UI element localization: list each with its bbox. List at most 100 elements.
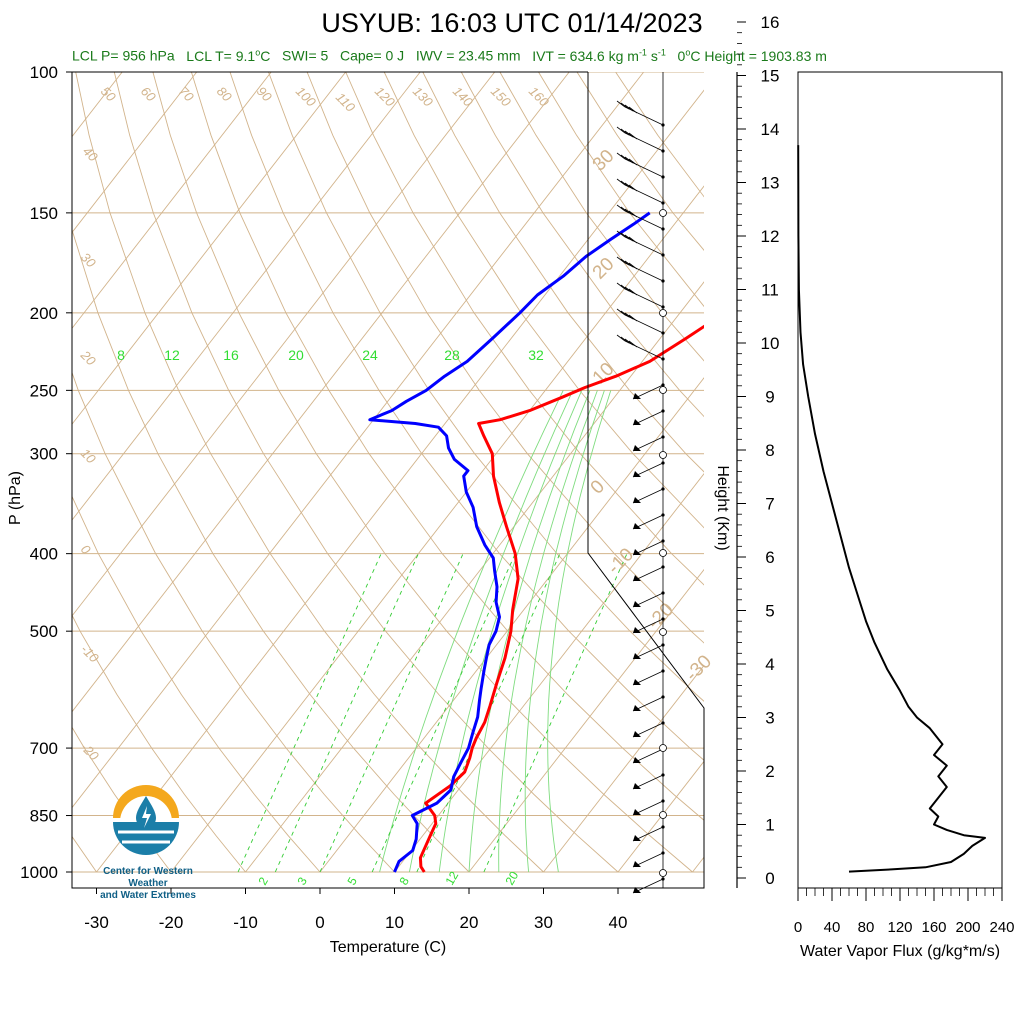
wind-barb-feather (624, 260, 634, 268)
lcl-temperature: LCL T= 9.1oC (186, 47, 271, 64)
wind-barb-feather (628, 106, 638, 114)
moist-adiabat (524, 390, 605, 873)
wind-dot (661, 305, 665, 309)
height-tick-label: 4 (765, 655, 774, 674)
flux-tick-label: 120 (887, 919, 912, 936)
isotherm-line (245, 281, 704, 873)
y-tick-label: 400 (30, 545, 58, 564)
y-tick-label: 850 (30, 807, 58, 826)
x-tick-label: -30 (84, 913, 109, 932)
height-tick-label: 6 (765, 548, 774, 567)
wind-barb-pennant (633, 575, 641, 581)
wind-calm-circle (659, 549, 667, 557)
wind-barb-pennant (633, 679, 641, 685)
isotherm-line (319, 377, 704, 873)
height-tick-label: 1 (765, 816, 774, 835)
flux-axis-label: Water Vapor Flux (g/kg*m/s) (800, 943, 1000, 960)
wind-dot (661, 149, 665, 153)
dry-adiabat (538, 72, 704, 308)
cw3e-logo (113, 785, 179, 855)
dry-adiabat-label: 120 (372, 84, 398, 110)
wind-barb-pennant (633, 523, 641, 529)
wind-barb-feather (624, 234, 634, 242)
wind-barb-pennant (633, 549, 641, 555)
temperature-profile (418, 324, 704, 873)
mixing-ratio-label: 2 (255, 874, 271, 887)
y-tick-label: 1000 (20, 863, 58, 882)
wind-barb-feather (624, 208, 634, 216)
ivt-value: IVT = 634.6 kg m-1 s-1 (532, 47, 666, 64)
wind-barb-feather (624, 286, 634, 294)
wind-dot (661, 877, 665, 881)
mixing-ratio-label: 20 (288, 347, 304, 363)
height-tick-label: 2 (765, 762, 774, 781)
dry-adiabat (75, 72, 544, 873)
wind-dot (661, 565, 665, 569)
wind-barb-feather (624, 338, 634, 346)
mixing-ratio-label: 3 (294, 874, 310, 887)
wind-barb-pennant (633, 393, 641, 399)
wind-barb-pennant (633, 419, 641, 425)
wind-barb-feather (620, 180, 630, 188)
dry-adiabat (72, 228, 470, 873)
mixing-ratio-label: 24 (362, 347, 378, 363)
wind-dot (661, 175, 665, 179)
wind-barb-feather (620, 206, 630, 214)
wind-calm-circle (659, 386, 667, 394)
isotherm-line (692, 856, 704, 873)
flux-tick-label: 40 (824, 919, 841, 936)
wind-barb-feather (616, 282, 626, 290)
wind-dot (661, 409, 665, 413)
dry-adiabat (72, 371, 395, 873)
dry-adiabat-label: 40 (80, 144, 101, 165)
height-tick-label: 7 (765, 495, 774, 514)
wind-calm-circle (659, 309, 667, 317)
dry-adiabat (229, 72, 704, 761)
dry-adiabat-label: 150 (488, 84, 514, 110)
mixing-ratio-label: 8 (117, 347, 125, 363)
wind-barb-pennant (633, 601, 641, 607)
dry-adiabat (422, 72, 704, 473)
mixing-ratio-label: 12 (442, 869, 461, 888)
wind-barb-feather (620, 232, 630, 240)
flux-tick-label: 160 (921, 919, 946, 936)
wind-barb-pennant (633, 705, 641, 711)
wind-barb-pennant (633, 445, 641, 451)
wind-barb-feather (628, 158, 638, 166)
wind-barb-pennant (633, 653, 641, 659)
wind-barb-pennant (633, 471, 641, 477)
height-tick-label: 12 (761, 227, 780, 246)
mixing-ratio-line (371, 553, 516, 873)
skewt-background (72, 72, 704, 873)
dry-adiabat-label: 30 (78, 250, 99, 271)
wind-barb-feather (624, 182, 634, 190)
wind-barb-feather (620, 128, 630, 136)
water-vapor-flux-profile (797, 145, 986, 873)
dry-adiabat (615, 72, 704, 198)
wind-barb-feather (628, 288, 638, 296)
y-tick-label: 700 (30, 739, 58, 758)
dry-adiabat (306, 72, 704, 644)
wind-dot (661, 721, 665, 725)
wind-calm-circle (659, 744, 667, 752)
plot-frame (71, 71, 705, 889)
height-tick-label: 10 (761, 334, 780, 353)
height-tick-label: 13 (761, 174, 780, 193)
dry-adiabat-label: 100 (293, 84, 319, 110)
y-axis-label: P (hPa) (7, 471, 24, 525)
isotherm-label: -30 (682, 651, 716, 685)
mixing-ratio-label: 32 (528, 347, 544, 363)
dry-adiabat-label: 20 (77, 347, 99, 369)
dry-adiabat-label: 10 (78, 446, 99, 467)
flux-frame (797, 71, 1003, 889)
wind-calm-circle (659, 811, 667, 819)
dewpoint-profile (368, 211, 651, 873)
isotherm-line (72, 72, 570, 713)
dry-adiabat-label: 130 (410, 84, 436, 110)
wind-barb-feather (620, 154, 630, 162)
wind-barb-feather (620, 102, 630, 110)
wind-dot (661, 669, 665, 673)
cape-value: Cape= 0 J (339, 47, 405, 64)
x-tick-label: 20 (460, 913, 479, 932)
mixing-ratio-line (319, 553, 464, 873)
